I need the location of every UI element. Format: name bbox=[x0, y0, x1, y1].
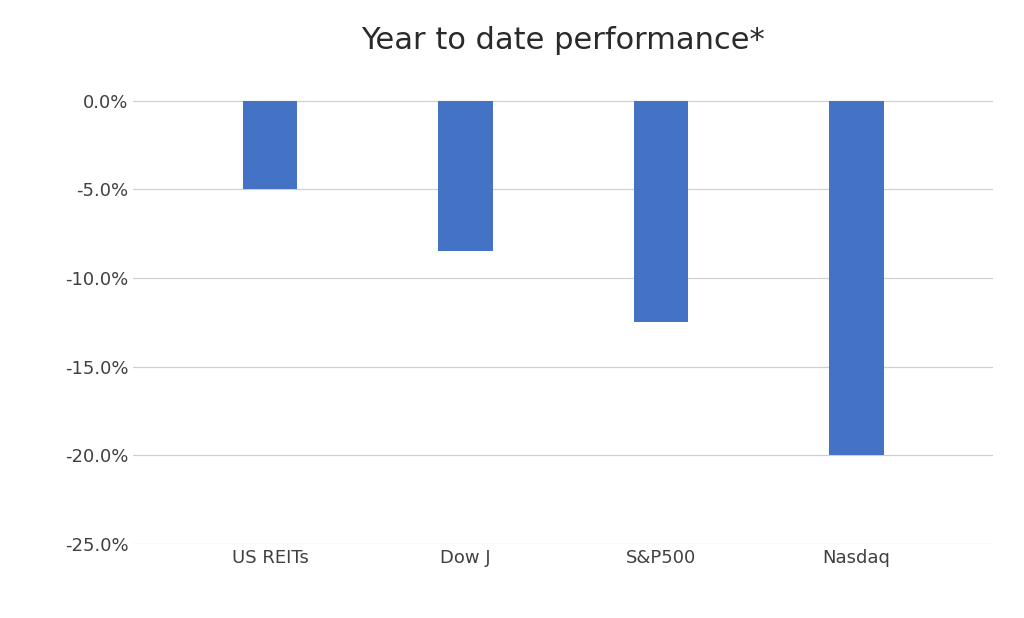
Bar bbox=[829, 101, 884, 455]
Bar bbox=[438, 101, 493, 252]
Bar bbox=[634, 101, 688, 323]
Bar bbox=[243, 101, 297, 189]
Title: Year to date performance*: Year to date performance* bbox=[361, 26, 765, 55]
